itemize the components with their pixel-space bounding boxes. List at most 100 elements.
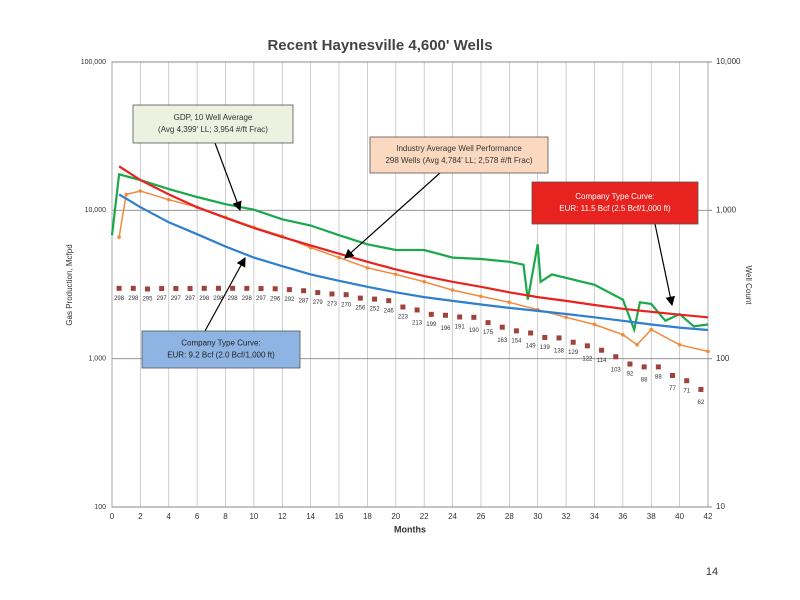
x-tick-label: 42	[704, 512, 713, 521]
arrow	[214, 142, 242, 212]
data-label: 298	[114, 296, 125, 302]
data-label: 298	[213, 296, 224, 302]
data-label: 298	[199, 296, 210, 302]
data-label: 71	[683, 388, 690, 394]
annotation-box	[141, 330, 301, 369]
x-axis-label: Months	[394, 524, 426, 534]
data-label: 191	[455, 325, 466, 331]
y-tick-label: 1,000	[88, 356, 106, 363]
point	[670, 373, 676, 379]
arrow	[204, 256, 246, 332]
x-tick-label: 38	[647, 512, 656, 521]
data-label: 213	[412, 321, 423, 327]
point	[677, 343, 682, 347]
y2-axis-label: Well Count	[744, 266, 753, 306]
annotation-text: Company Type Curve:	[575, 192, 654, 201]
data-label: 297	[157, 296, 168, 302]
x-tick-label: 14	[306, 512, 315, 521]
point	[513, 328, 519, 334]
point	[244, 285, 250, 291]
y2-tick-label: 1,000	[716, 205, 737, 214]
point	[655, 364, 661, 370]
point	[394, 272, 398, 277]
y-tick-label: 100,000	[81, 59, 106, 66]
point	[400, 304, 406, 310]
point	[592, 322, 597, 327]
data-label: 103	[611, 367, 622, 373]
x-tick-label: 0	[110, 512, 115, 521]
point	[159, 286, 165, 292]
data-label: 273	[327, 302, 338, 308]
point	[173, 286, 179, 292]
x-tick-label: 40	[675, 512, 684, 521]
point	[479, 294, 483, 299]
data-label: 297	[185, 296, 196, 302]
data-label: 297	[256, 296, 267, 302]
point	[166, 197, 171, 202]
point	[258, 286, 264, 292]
y2-tick-label: 10	[716, 502, 725, 511]
data-label: 297	[171, 296, 182, 302]
x-tick-label: 2	[138, 512, 143, 521]
x-tick-label: 18	[363, 512, 372, 521]
data-label: 196	[440, 326, 451, 332]
data-label: 175	[483, 330, 494, 336]
data-label: 292	[284, 297, 295, 303]
point	[116, 285, 122, 291]
data-label: 122	[582, 356, 593, 362]
data-label: 88	[641, 377, 648, 383]
data-label: 190	[469, 328, 480, 334]
point	[201, 285, 207, 291]
point	[130, 285, 136, 291]
annotation-text: (Avg 4,399' LL; 3,954 #/ft Frac)	[158, 125, 268, 134]
data-label: 114	[597, 358, 607, 364]
annotation-box	[531, 181, 699, 225]
x-tick-label: 20	[391, 512, 400, 521]
point	[684, 378, 690, 384]
point	[471, 314, 477, 320]
data-label: 298	[242, 296, 253, 302]
data-label: 138	[554, 348, 565, 354]
data-label: 62	[698, 400, 705, 406]
point	[556, 335, 562, 341]
x-tick-label: 10	[249, 512, 258, 521]
series-line	[110, 172, 709, 334]
data-label: 154	[511, 338, 522, 344]
x-tick-label: 12	[278, 512, 287, 521]
point	[599, 347, 605, 353]
point	[706, 349, 710, 354]
point	[386, 298, 392, 304]
point	[584, 343, 590, 349]
x-tick-label: 28	[505, 512, 514, 521]
point	[507, 300, 512, 305]
data-label: 298	[128, 296, 139, 302]
y2-tick-label: 100	[716, 354, 730, 363]
y2-tick-label: 10,000	[716, 57, 741, 66]
x-tick-label: 32	[562, 512, 571, 521]
annotation-text: GDP, 10 Well Average	[174, 113, 253, 122]
point	[414, 307, 420, 313]
point	[564, 315, 568, 320]
point	[138, 189, 143, 193]
data-label: 88	[655, 374, 662, 380]
x-tick-label: 36	[618, 512, 627, 521]
point	[230, 285, 236, 291]
x-tick-label: 6	[195, 512, 200, 521]
data-label: 296	[270, 296, 281, 302]
y-axis-label: Gas Production, Mcfpd	[65, 244, 74, 325]
data-label: 223	[398, 315, 409, 321]
annotation-text: EUR: 11.5 Bcf (2.5 Bcf/1,000 ft)	[559, 204, 671, 213]
point	[215, 285, 221, 291]
x-tick-label: 16	[335, 512, 344, 521]
point	[485, 320, 491, 326]
data-label: 256	[355, 306, 366, 312]
annotation-box	[132, 104, 294, 144]
point	[499, 324, 505, 330]
point	[528, 330, 534, 336]
point	[641, 364, 647, 370]
point	[365, 265, 370, 270]
point	[613, 354, 619, 360]
point	[542, 334, 548, 340]
annotation-text: 298 Wells (Avg 4,784' LL; 2,578 #/ft Fra…	[385, 156, 532, 165]
x-tick-label: 26	[476, 512, 485, 521]
